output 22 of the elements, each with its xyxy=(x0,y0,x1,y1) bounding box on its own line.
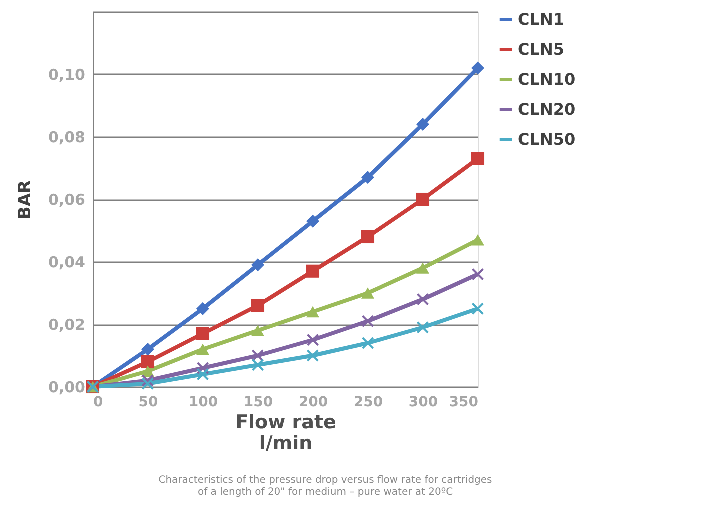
y-tick-label: 0,08 xyxy=(48,128,86,146)
x-tick-label: 50 xyxy=(138,394,158,410)
x-axis-title: Flow rate l/min xyxy=(236,412,336,454)
x-tick-label: 100 xyxy=(188,394,218,410)
y-tick-label: 0,00 xyxy=(48,378,86,396)
y-tick-label: 0,06 xyxy=(48,191,86,209)
y-axis-title: BAR xyxy=(15,180,36,220)
legend-label: CLN10 xyxy=(518,70,576,89)
x-tick-label: 350 xyxy=(449,394,479,410)
y-tick-label: 0,02 xyxy=(48,316,86,334)
x-tick-label: 150 xyxy=(244,394,274,410)
legend-label: CLN1 xyxy=(518,10,564,29)
x-tick-label: 250 xyxy=(354,394,384,410)
x-tick-label: 0 xyxy=(94,394,104,410)
y-tick-label: 0,10 xyxy=(48,66,86,84)
legend-label: CLN20 xyxy=(518,100,576,119)
y-tick-label: 0,04 xyxy=(48,254,86,272)
legend-label: CLN5 xyxy=(518,40,564,59)
legend-label: CLN50 xyxy=(518,130,576,149)
text: Characteristics of the pressure drop versus flow rate for cartridges of a length of 20" for medium – pure water at 20ºC xyxy=(158,475,492,498)
x-tick-label: 200 xyxy=(298,394,328,410)
x-tick-label: 300 xyxy=(408,394,438,410)
